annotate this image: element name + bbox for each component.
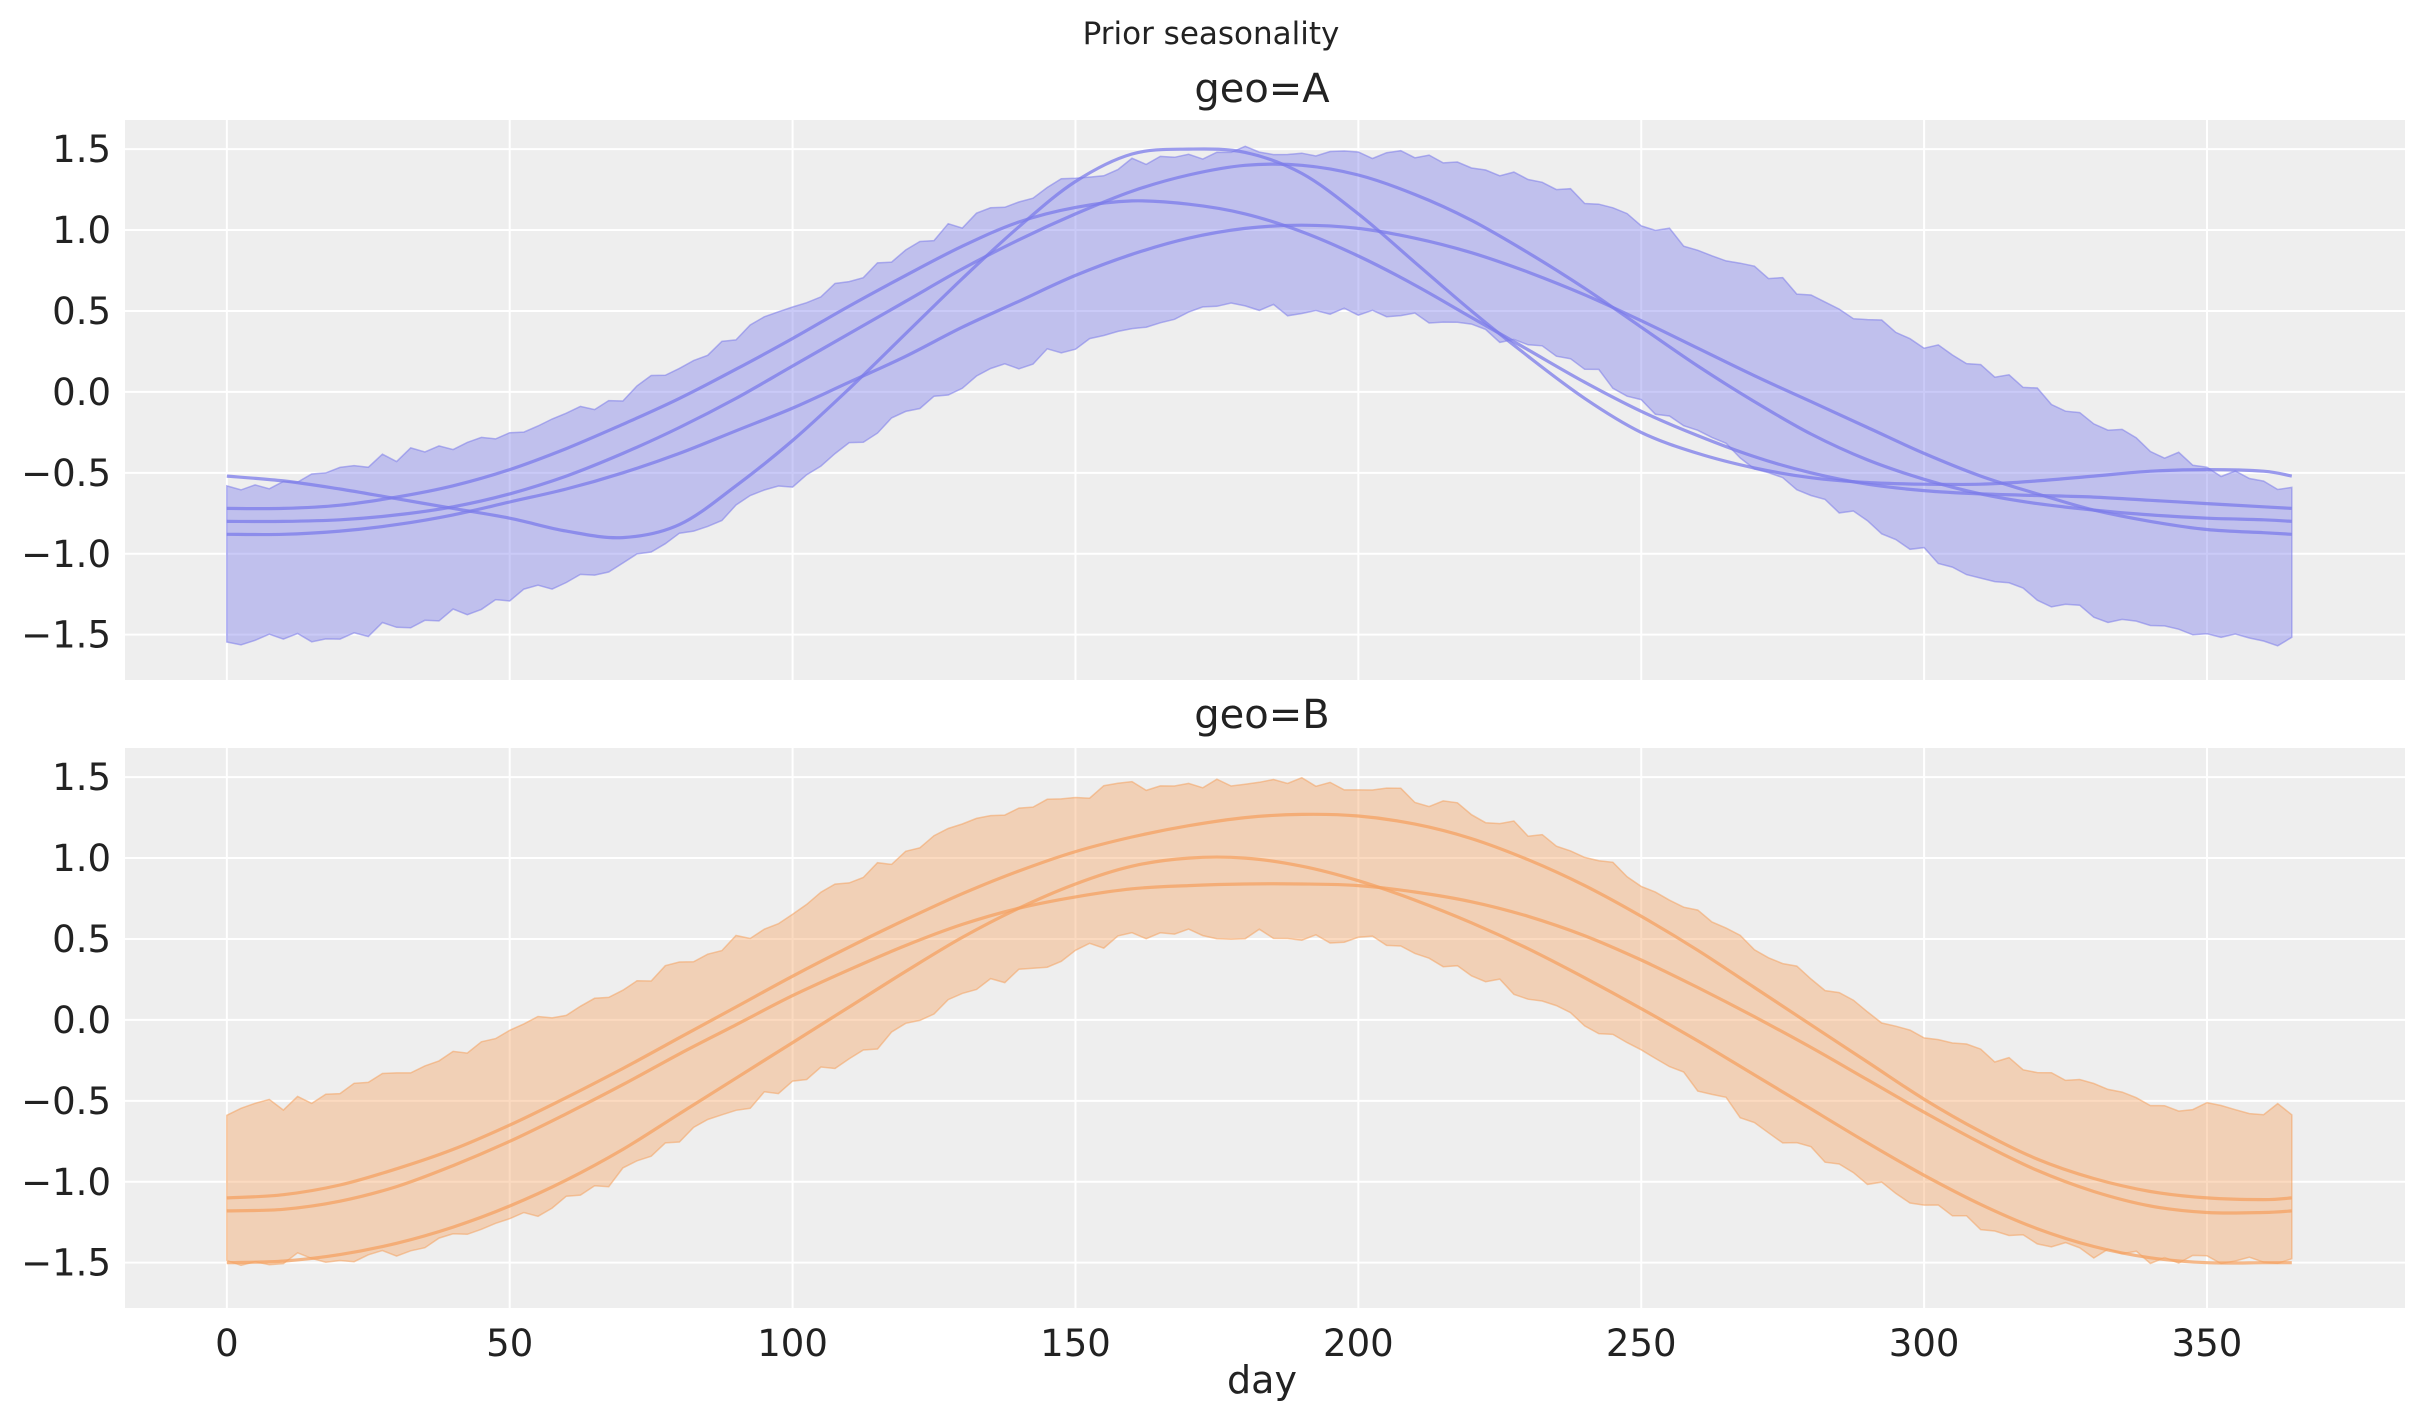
series-line-1 bbox=[226, 147, 2293, 540]
plot-layer: −1.5 −1.0 −0.5 0.0 0.5 1.0 1.5 bbox=[21, 120, 2405, 680]
plot-area bbox=[125, 120, 2405, 680]
series-line-4 bbox=[226, 162, 2292, 524]
y-tick-label: −0.5 bbox=[21, 1080, 111, 1123]
series-line-3 bbox=[226, 199, 2292, 511]
x-tick-label: 150 bbox=[1040, 1322, 1111, 1365]
plot-layer: −1.5 −1.0 −0.5 0.0 0.5 1.0 1.5 0 50 100 150 200 250 3… bbox=[21, 748, 2405, 1365]
x-tick-label: 250 bbox=[1606, 1322, 1677, 1365]
y-tick-label: −1.5 bbox=[21, 1242, 111, 1285]
series-line-2 bbox=[226, 882, 2292, 1215]
y-tick-label: 1.5 bbox=[52, 756, 111, 799]
x-tick-label: 350 bbox=[2172, 1322, 2243, 1365]
plot-area bbox=[125, 748, 2405, 1308]
panel-title-geo-b: geo=B bbox=[1194, 692, 1329, 738]
series-line-1 bbox=[226, 855, 2292, 1265]
series-line-2 bbox=[226, 223, 2292, 537]
y-tick-label: 0.5 bbox=[52, 918, 111, 961]
y-tick-label: −1.5 bbox=[21, 614, 111, 657]
figure-title: Prior seasonality bbox=[1083, 16, 1340, 52]
x-tick-label: 300 bbox=[1889, 1322, 1960, 1365]
panel-geo-a: −1.5 −1.0 −0.5 0.0 0.5 1.0 1.5 geo=A bbox=[21, 66, 2405, 680]
x-tick-label: 200 bbox=[1323, 1322, 1394, 1365]
y-tick-label: 0.5 bbox=[52, 290, 111, 333]
hdi-band bbox=[226, 776, 2293, 1267]
panel-title-geo-a: geo=A bbox=[1194, 66, 1330, 112]
y-tick-label: −0.5 bbox=[21, 452, 111, 495]
y-tick-label: 1.0 bbox=[52, 209, 111, 252]
series-line-3 bbox=[226, 812, 2292, 1202]
x-tick-label: 0 bbox=[215, 1322, 239, 1365]
panel-geo-b: −1.5 −1.0 −0.5 0.0 0.5 1.0 1.5 0 50 100 150 200 250 3… bbox=[21, 692, 2405, 1365]
y-tick-label: 0.0 bbox=[52, 999, 111, 1042]
y-tick-label: −1.0 bbox=[21, 533, 111, 576]
y-tick-label: 0.0 bbox=[52, 371, 111, 414]
y-tick-label: −1.0 bbox=[21, 1161, 111, 1204]
x-axis-label: day bbox=[1227, 1358, 1297, 1402]
x-tick-label: 50 bbox=[486, 1322, 533, 1365]
y-tick-label: 1.5 bbox=[52, 128, 111, 171]
y-tick-label: 1.0 bbox=[52, 837, 111, 880]
hdi-band bbox=[226, 145, 2293, 647]
x-tick-label: 100 bbox=[757, 1322, 828, 1365]
